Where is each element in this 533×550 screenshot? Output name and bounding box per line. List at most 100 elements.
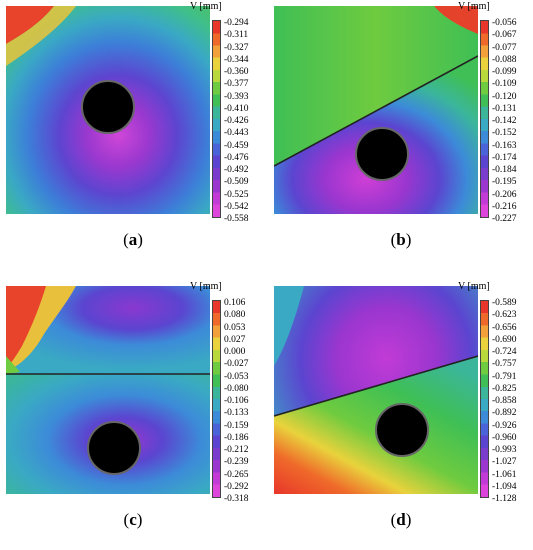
colorbar-tick-label: -0.184: [492, 165, 517, 175]
colorbar-ticks-b: -0.056 -0.067 -0.077 -0.088 -0.099 -0.109 -0.1…: [492, 18, 533, 224]
crack-line-b: [274, 55, 478, 167]
colorbar-tick-label: -0.327: [224, 42, 249, 53]
colorbar-tick-label: 0.027: [224, 334, 246, 345]
colorbar-tick-label: -0.106: [224, 396, 249, 406]
colorbar-tick-label: -0.892: [492, 408, 517, 419]
colorbar-tick-label: -0.163: [492, 140, 517, 151]
panel-a: V [mm] -0.294 -0.311 -0.327 -0.344 -0.360 -0.…: [0, 0, 266, 270]
contour-plot-d: [274, 286, 478, 494]
colorbar-tick-label: -0.558: [224, 214, 249, 224]
colorbar-title-a: V [mm]: [190, 1, 222, 12]
colorbar-tick-label: -0.393: [224, 91, 249, 102]
colorbar-tick-label: -0.109: [492, 79, 517, 90]
colorbar-tick-label: -0.791: [492, 371, 517, 382]
colorbar-tick-label: -0.344: [224, 54, 249, 65]
colorbar-tick-label: -0.993: [492, 445, 517, 455]
colorbar-tick-label: -0.757: [492, 359, 517, 370]
colorbar-title-c: V [mm]: [190, 281, 222, 292]
colorbar-c: [212, 300, 221, 498]
colorbar-ticks-a: -0.294 -0.311 -0.327 -0.344 -0.360 -0.377 -0.3…: [224, 18, 268, 224]
contour-plot-b: [274, 6, 478, 214]
colorbar-tick-label: -0.142: [492, 116, 517, 126]
colorbar-tick-label: -0.525: [224, 189, 249, 200]
colorbar-tick-label: -0.589: [492, 298, 517, 308]
colorbar-tick-label: -0.239: [224, 457, 249, 468]
colorbar-tick-label: -0.476: [224, 152, 249, 163]
colorbar-tick-label: -0.053: [224, 371, 249, 382]
hole-a: [81, 80, 135, 134]
colorbar-tick-label: -0.690: [492, 334, 517, 345]
panel-label-d: (d): [390, 510, 412, 529]
colorbar-tick-label: -0.133: [224, 408, 249, 419]
colorbar-tick-label: -1.061: [492, 469, 517, 480]
colorbar-tick-label: -0.443: [224, 128, 249, 139]
colorbar-tick-label: -0.216: [492, 201, 517, 212]
colorbar-tick-label: -0.067: [492, 30, 517, 41]
colorbar-tick-label: -0.656: [492, 322, 517, 333]
colorbar-title-b: V [mm]: [458, 1, 490, 12]
hot-corner-c: [6, 286, 46, 368]
panel-b: V [mm] -0.056 -0.067 -0.077 -0.088 -0.099 -0.…: [268, 0, 533, 270]
contour-svg-a: [6, 6, 210, 214]
colorbar-tick-label: -0.426: [224, 116, 249, 126]
contour-svg-c: [6, 286, 210, 494]
hole-d: [375, 403, 429, 457]
colorbar-tick-label: -0.960: [492, 432, 517, 443]
colorbar-tick-label: -0.377: [224, 79, 249, 90]
colorbar-tick-label: -0.159: [224, 420, 249, 431]
colorbar-tick-label: -0.360: [224, 67, 249, 77]
colorbar-tick-label: -0.120: [492, 91, 517, 102]
panel-d: V [mm] -0.589 -0.623 -0.656 -0.690 -0.724 -0.…: [268, 280, 533, 550]
colorbar-tick-label: -0.056: [492, 18, 517, 28]
hole-c: [87, 421, 141, 475]
colorbar-tick-label: -1.027: [492, 457, 517, 468]
colorbar-ticks-d: -0.589 -0.623 -0.656 -0.690 -0.724 -0.757 -0.7…: [492, 298, 533, 504]
colorbar-tick-label: -0.212: [224, 445, 249, 455]
colorbar-tick-label: 0.053: [224, 322, 246, 333]
colorbar-tick-label: -0.077: [492, 42, 517, 53]
hole-b: [355, 127, 409, 181]
colorbar-title-d: V [mm]: [458, 281, 490, 292]
colorbar-tick-label: -0.265: [224, 469, 249, 480]
panel-label-b: (b): [390, 230, 412, 249]
colorbar-tick-label: -1.094: [492, 481, 517, 492]
colorbar-tick-label: -0.186: [224, 432, 249, 443]
colorbar-tick-label: -0.294: [224, 18, 249, 28]
colorbar-tick-label: -0.088: [492, 54, 517, 65]
colorbar-tick-label: -0.027: [224, 359, 249, 370]
hot-corner-b: [434, 6, 478, 34]
colorbar-tick-label: -0.206: [492, 189, 517, 200]
colorbar-d: [480, 300, 489, 498]
colorbar-tick-label: -0.152: [492, 128, 517, 139]
colorbar-tick-label: -1.128: [492, 494, 517, 504]
colorbar-tick-label: -0.542: [224, 201, 249, 212]
colorbar-tick-label: -0.858: [492, 396, 517, 406]
colorbar-tick-label: 0.000: [224, 347, 246, 357]
contour-svg-d: [274, 286, 478, 494]
panel-label-a: (a): [123, 230, 143, 249]
panel-label-c: (c): [123, 510, 143, 529]
colorbar-a: [212, 20, 221, 218]
colorbar-tick-label: -0.080: [224, 383, 249, 394]
colorbar-tick-label: -0.174: [492, 152, 517, 163]
colorbar-tick-label: -0.724: [492, 347, 517, 357]
hot-corner-a: [6, 6, 54, 44]
contour-plot-c: [6, 286, 210, 494]
colorbar-tick-label: -0.459: [224, 140, 249, 151]
colorbar-b: [480, 20, 489, 218]
contour-plot-a: [6, 6, 210, 214]
contour-svg-b: [274, 6, 478, 214]
colorbar-tick-label: -0.099: [492, 67, 517, 77]
panel-c: V [mm] 0.106 0.080 0.053 0.027 0.000 -0.027 -0…: [0, 280, 266, 550]
colorbar-tick-label: -0.492: [224, 165, 249, 175]
crack-line-d: [274, 355, 478, 417]
colorbar-tick-label: -0.318: [224, 494, 249, 504]
colorbar-tick-label: -0.926: [492, 420, 517, 431]
colorbar-tick-label: -0.292: [224, 481, 249, 492]
colorbar-tick-label: -0.410: [224, 103, 249, 114]
colorbar-tick-label: -0.509: [224, 177, 249, 188]
colorbar-tick-label: -0.825: [492, 383, 517, 394]
colorbar-tick-label: 0.106: [224, 298, 246, 308]
colorbar-tick-label: -0.227: [492, 214, 517, 224]
colorbar-ticks-c: 0.106 0.080 0.053 0.027 0.000 -0.027 -0.053 -0.…: [224, 298, 268, 504]
